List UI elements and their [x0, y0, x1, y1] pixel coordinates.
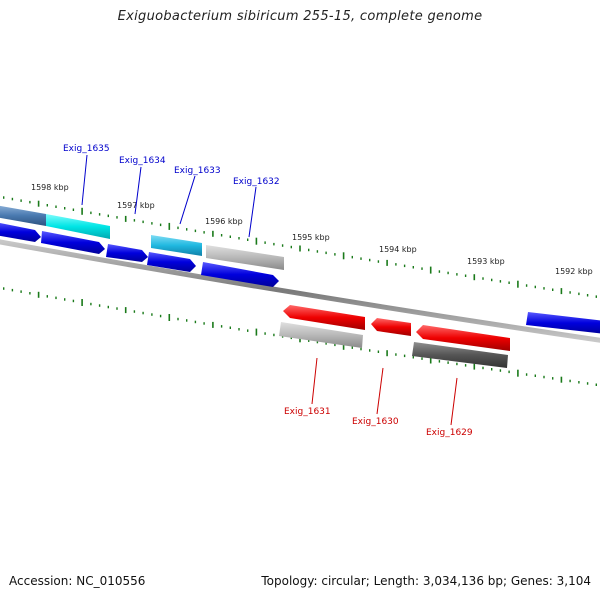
gene-exig-1630[interactable] [371, 318, 411, 336]
gene-blue-forward-d[interactable] [201, 262, 279, 287]
gene-label-exig-1634[interactable]: Exig_1634 [119, 156, 166, 166]
genome-backbone [0, 239, 600, 343]
ruler-label-1592: 1592 kbp [555, 267, 593, 276]
genome-summary-text: Topology: circular; Length: 3,034,136 bp… [261, 574, 591, 588]
gene-exig-1634-segment-c[interactable] [147, 252, 196, 272]
forward-strand-genes [0, 205, 600, 334]
map-title: Exiguobacterium sibiricum 255-15, comple… [117, 9, 483, 24]
gene-label-exig-1630[interactable]: Exig_1630 [352, 417, 399, 427]
accession-text: Accession: NC_010556 [9, 574, 146, 588]
gene-exig-1635[interactable] [46, 214, 110, 239]
callout-lines [81, 154, 458, 426]
gene-blue-forward-right[interactable] [526, 312, 600, 334]
ruler-label-1598: 1598 kbp [31, 183, 69, 192]
gene-label-exig-1629[interactable]: Exig_1629 [426, 428, 473, 438]
gene-label-exig-1635[interactable]: Exig_1635 [63, 144, 110, 154]
gene-exig-1634-segment-b[interactable] [106, 244, 148, 262]
gene-exig-1632[interactable] [206, 245, 284, 270]
gene-exig-1629[interactable] [416, 325, 510, 351]
gene-gray-reverse-a[interactable] [279, 322, 363, 348]
ruler-label-1593: 1593 kbp [467, 257, 505, 266]
gene-label-exig-1631[interactable]: Exig_1631 [284, 407, 331, 417]
ruler-ticks [3, 196, 597, 386]
gene-label-exig-1633[interactable]: Exig_1633 [174, 166, 221, 176]
gene-exig-1637-partial[interactable] [0, 222, 41, 242]
ruler-label-1596: 1596 kbp [205, 217, 243, 226]
gene-exig-1631[interactable] [283, 305, 365, 330]
gene-gray-reverse-b[interactable] [412, 342, 508, 368]
gene-exig-1634-segment-a[interactable] [41, 231, 105, 254]
gene-exig-1633[interactable] [151, 235, 202, 256]
ruler-label-1595: 1595 kbp [292, 233, 330, 242]
gene-exig-1636-partial[interactable] [0, 205, 46, 226]
reverse-strand-genes [279, 305, 510, 368]
gene-label-exig-1632[interactable]: Exig_1632 [233, 177, 280, 187]
ruler-label-1594: 1594 kbp [379, 245, 417, 254]
